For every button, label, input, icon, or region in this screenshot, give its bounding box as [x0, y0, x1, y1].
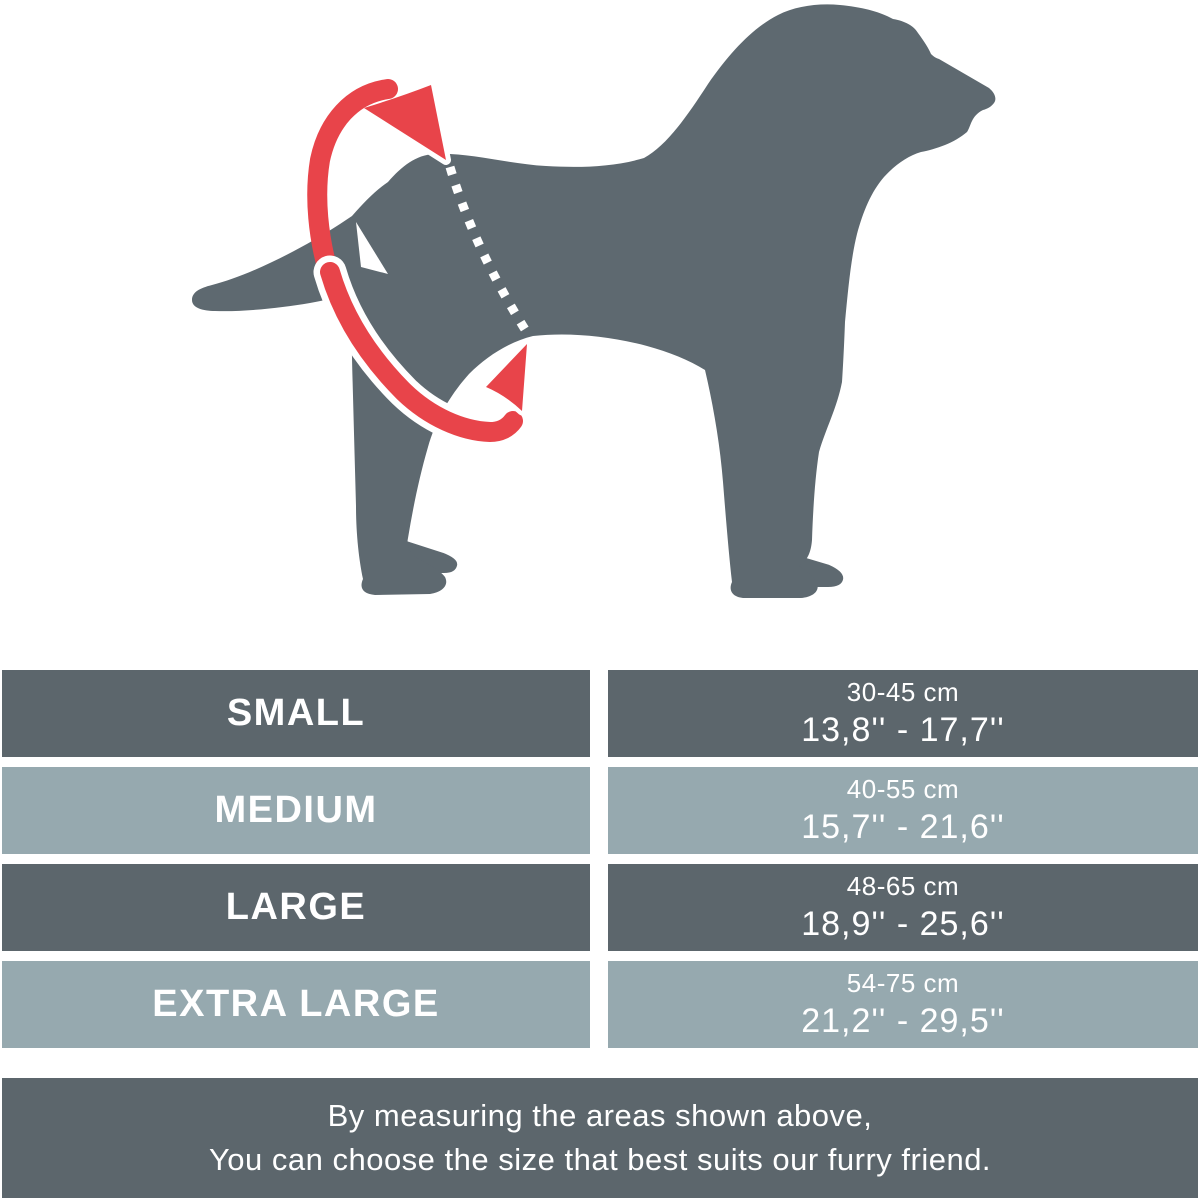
- size-label: LARGE: [225, 886, 367, 928]
- size-row-medium: MEDIUM 40-55 cm 15,7'' - 21,6'': [2, 767, 1198, 854]
- footer-line-2: You can choose the size that best suits …: [208, 1142, 992, 1177]
- footer-line-1: By measuring the areas shown above,: [327, 1097, 873, 1133]
- size-cm-range: 48-65 cm: [846, 871, 960, 901]
- size-table: SMALL 30-45 cm 13,8'' - 17,7'' MEDIUM 40…: [2, 670, 1198, 1058]
- size-inch-range: 15,7'' - 21,6'': [801, 807, 1005, 846]
- tail-notch: [356, 222, 388, 274]
- size-cm-range: 54-75 cm: [846, 968, 960, 998]
- size-label: EXTRA LARGE: [152, 983, 440, 1025]
- size-row-large: LARGE 48-65 cm 18,9'' - 25,6'': [2, 864, 1198, 951]
- size-inch-range: 18,9'' - 25,6'': [801, 904, 1005, 943]
- size-cm-range: 30-45 cm: [846, 677, 960, 707]
- arrowhead-top-casing: [359, 80, 451, 165]
- dog-silhouette-icon: [192, 4, 996, 598]
- size-cm-range: 40-55 cm: [846, 774, 960, 804]
- arrowhead-bottom-icon: [481, 339, 532, 416]
- size-inch-range: 21,2'' - 29,5'': [801, 1001, 1005, 1040]
- measuring-loop-lower-arc: [320, 262, 523, 443]
- size-values-cell: 40-55 cm 15,7'' - 21,6'': [608, 767, 1198, 854]
- size-label-cell: LARGE: [2, 864, 590, 951]
- girth-dotted-line: [445, 165, 530, 334]
- footer-note: By measuring the areas shown above, You …: [2, 1078, 1198, 1198]
- size-values-cell: 30-45 cm 13,8'' - 17,7'': [608, 670, 1198, 757]
- size-label-cell: MEDIUM: [2, 767, 590, 854]
- size-label: MEDIUM: [214, 789, 378, 831]
- arrowhead-top-icon: [364, 85, 446, 160]
- size-label: SMALL: [226, 692, 366, 734]
- size-label-cell: EXTRA LARGE: [2, 961, 590, 1048]
- size-label-cell: SMALL: [2, 670, 590, 757]
- measuring-loop-upper-arc: [307, 79, 398, 288]
- size-values-cell: 54-75 cm 21,2'' - 29,5'': [608, 961, 1198, 1048]
- size-row-small: SMALL 30-45 cm 13,8'' - 17,7'': [2, 670, 1198, 757]
- size-values-cell: 48-65 cm 18,9'' - 25,6'': [608, 864, 1198, 951]
- size-row-extra-large: EXTRA LARGE 54-75 cm 21,2'' - 29,5'': [2, 961, 1198, 1048]
- size-inch-range: 13,8'' - 17,7'': [801, 710, 1005, 749]
- measuring-illustration: [192, 4, 996, 598]
